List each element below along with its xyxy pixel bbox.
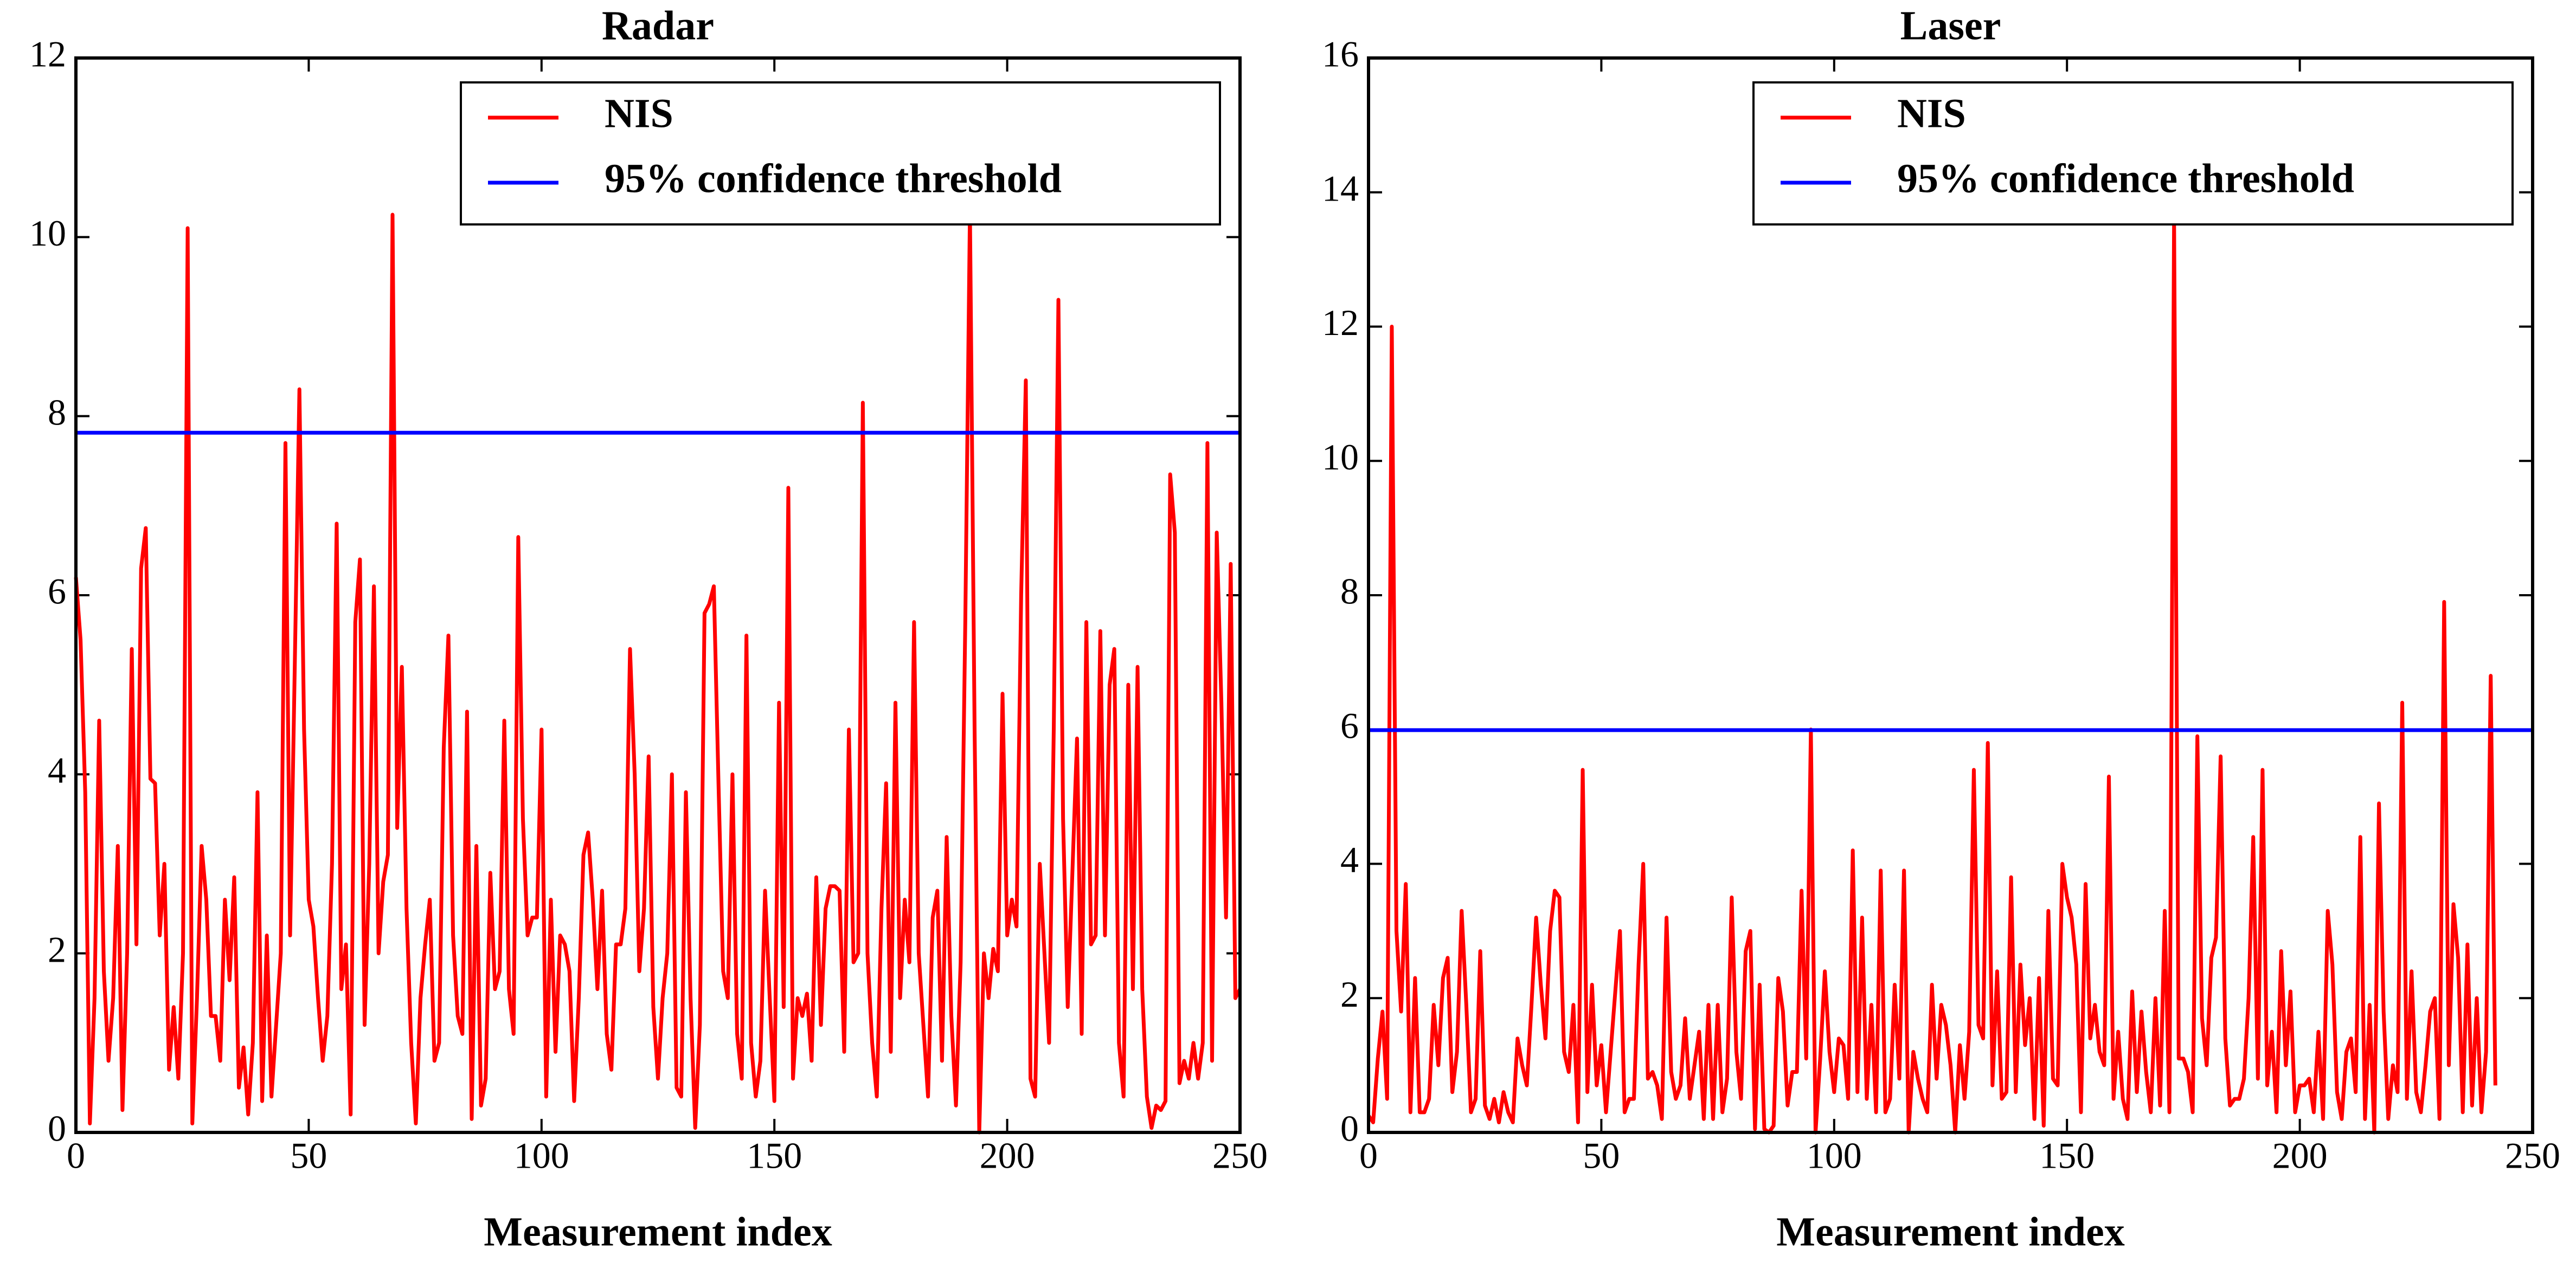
data-line bbox=[74, 208, 1242, 1135]
y-tick-label: 6 bbox=[48, 571, 66, 612]
panel: Radar Measurement index 0 2 4 6 8 10 12 0 50 100 150… bbox=[29, 3, 1268, 1254]
y-tick-label: 2 bbox=[48, 929, 66, 970]
y-tick-label: 8 bbox=[48, 391, 66, 433]
legend-label: 95% confidence threshold bbox=[1897, 156, 2354, 201]
x-tick-label: 0 bbox=[1359, 1135, 1378, 1176]
legend-box bbox=[460, 81, 1221, 226]
x-tick-label: 150 bbox=[747, 1135, 802, 1176]
legend-label: NIS bbox=[605, 91, 673, 136]
x-tick-label: 100 bbox=[514, 1135, 569, 1176]
x-tick-label: 100 bbox=[1807, 1135, 1862, 1176]
y-tick-label: 4 bbox=[1340, 839, 1359, 880]
chart-title: Laser bbox=[1900, 3, 2001, 48]
y-tick-label: 0 bbox=[48, 1108, 66, 1149]
y-tick-label: 16 bbox=[1322, 34, 1359, 75]
data-line bbox=[1367, 217, 2497, 1135]
y-tick-label: 10 bbox=[1322, 436, 1359, 478]
legend-box bbox=[1752, 81, 2514, 226]
x-tick-label: 200 bbox=[2272, 1135, 2328, 1176]
x-tick-label: 150 bbox=[2039, 1135, 2095, 1176]
legend-label: NIS bbox=[1897, 91, 1966, 136]
plot-frame bbox=[74, 56, 1242, 1134]
x-tick-label: 50 bbox=[1583, 1135, 1620, 1176]
y-tick-label: 6 bbox=[1340, 705, 1359, 746]
x-tick-label: 50 bbox=[290, 1135, 327, 1176]
y-tick-label: 2 bbox=[1340, 974, 1359, 1015]
y-tick-label: 12 bbox=[29, 34, 66, 75]
chart-title: Radar bbox=[602, 3, 714, 48]
x-tick-label: 200 bbox=[980, 1135, 1035, 1176]
legend-label: 95% confidence threshold bbox=[605, 156, 1062, 201]
y-tick-label: 12 bbox=[1322, 302, 1359, 343]
y-tick-label: 8 bbox=[1340, 571, 1359, 612]
x-axis-label: Measurement index bbox=[484, 1209, 832, 1254]
y-tick-label: 14 bbox=[1322, 168, 1359, 209]
x-tick-label: 0 bbox=[67, 1135, 85, 1176]
x-tick-label: 250 bbox=[2505, 1135, 2560, 1176]
y-tick-label: 10 bbox=[29, 212, 66, 254]
panel: Laser Measurement index 0 2 4 6 8 10 12 14 16 0 50 10… bbox=[1322, 3, 2560, 1254]
y-tick-label: 4 bbox=[48, 750, 66, 791]
x-axis-label: Measurement index bbox=[1776, 1209, 2124, 1254]
plot-frame bbox=[1367, 56, 2534, 1134]
y-tick-label: 0 bbox=[1340, 1108, 1359, 1149]
x-tick-label: 250 bbox=[1212, 1135, 1268, 1176]
